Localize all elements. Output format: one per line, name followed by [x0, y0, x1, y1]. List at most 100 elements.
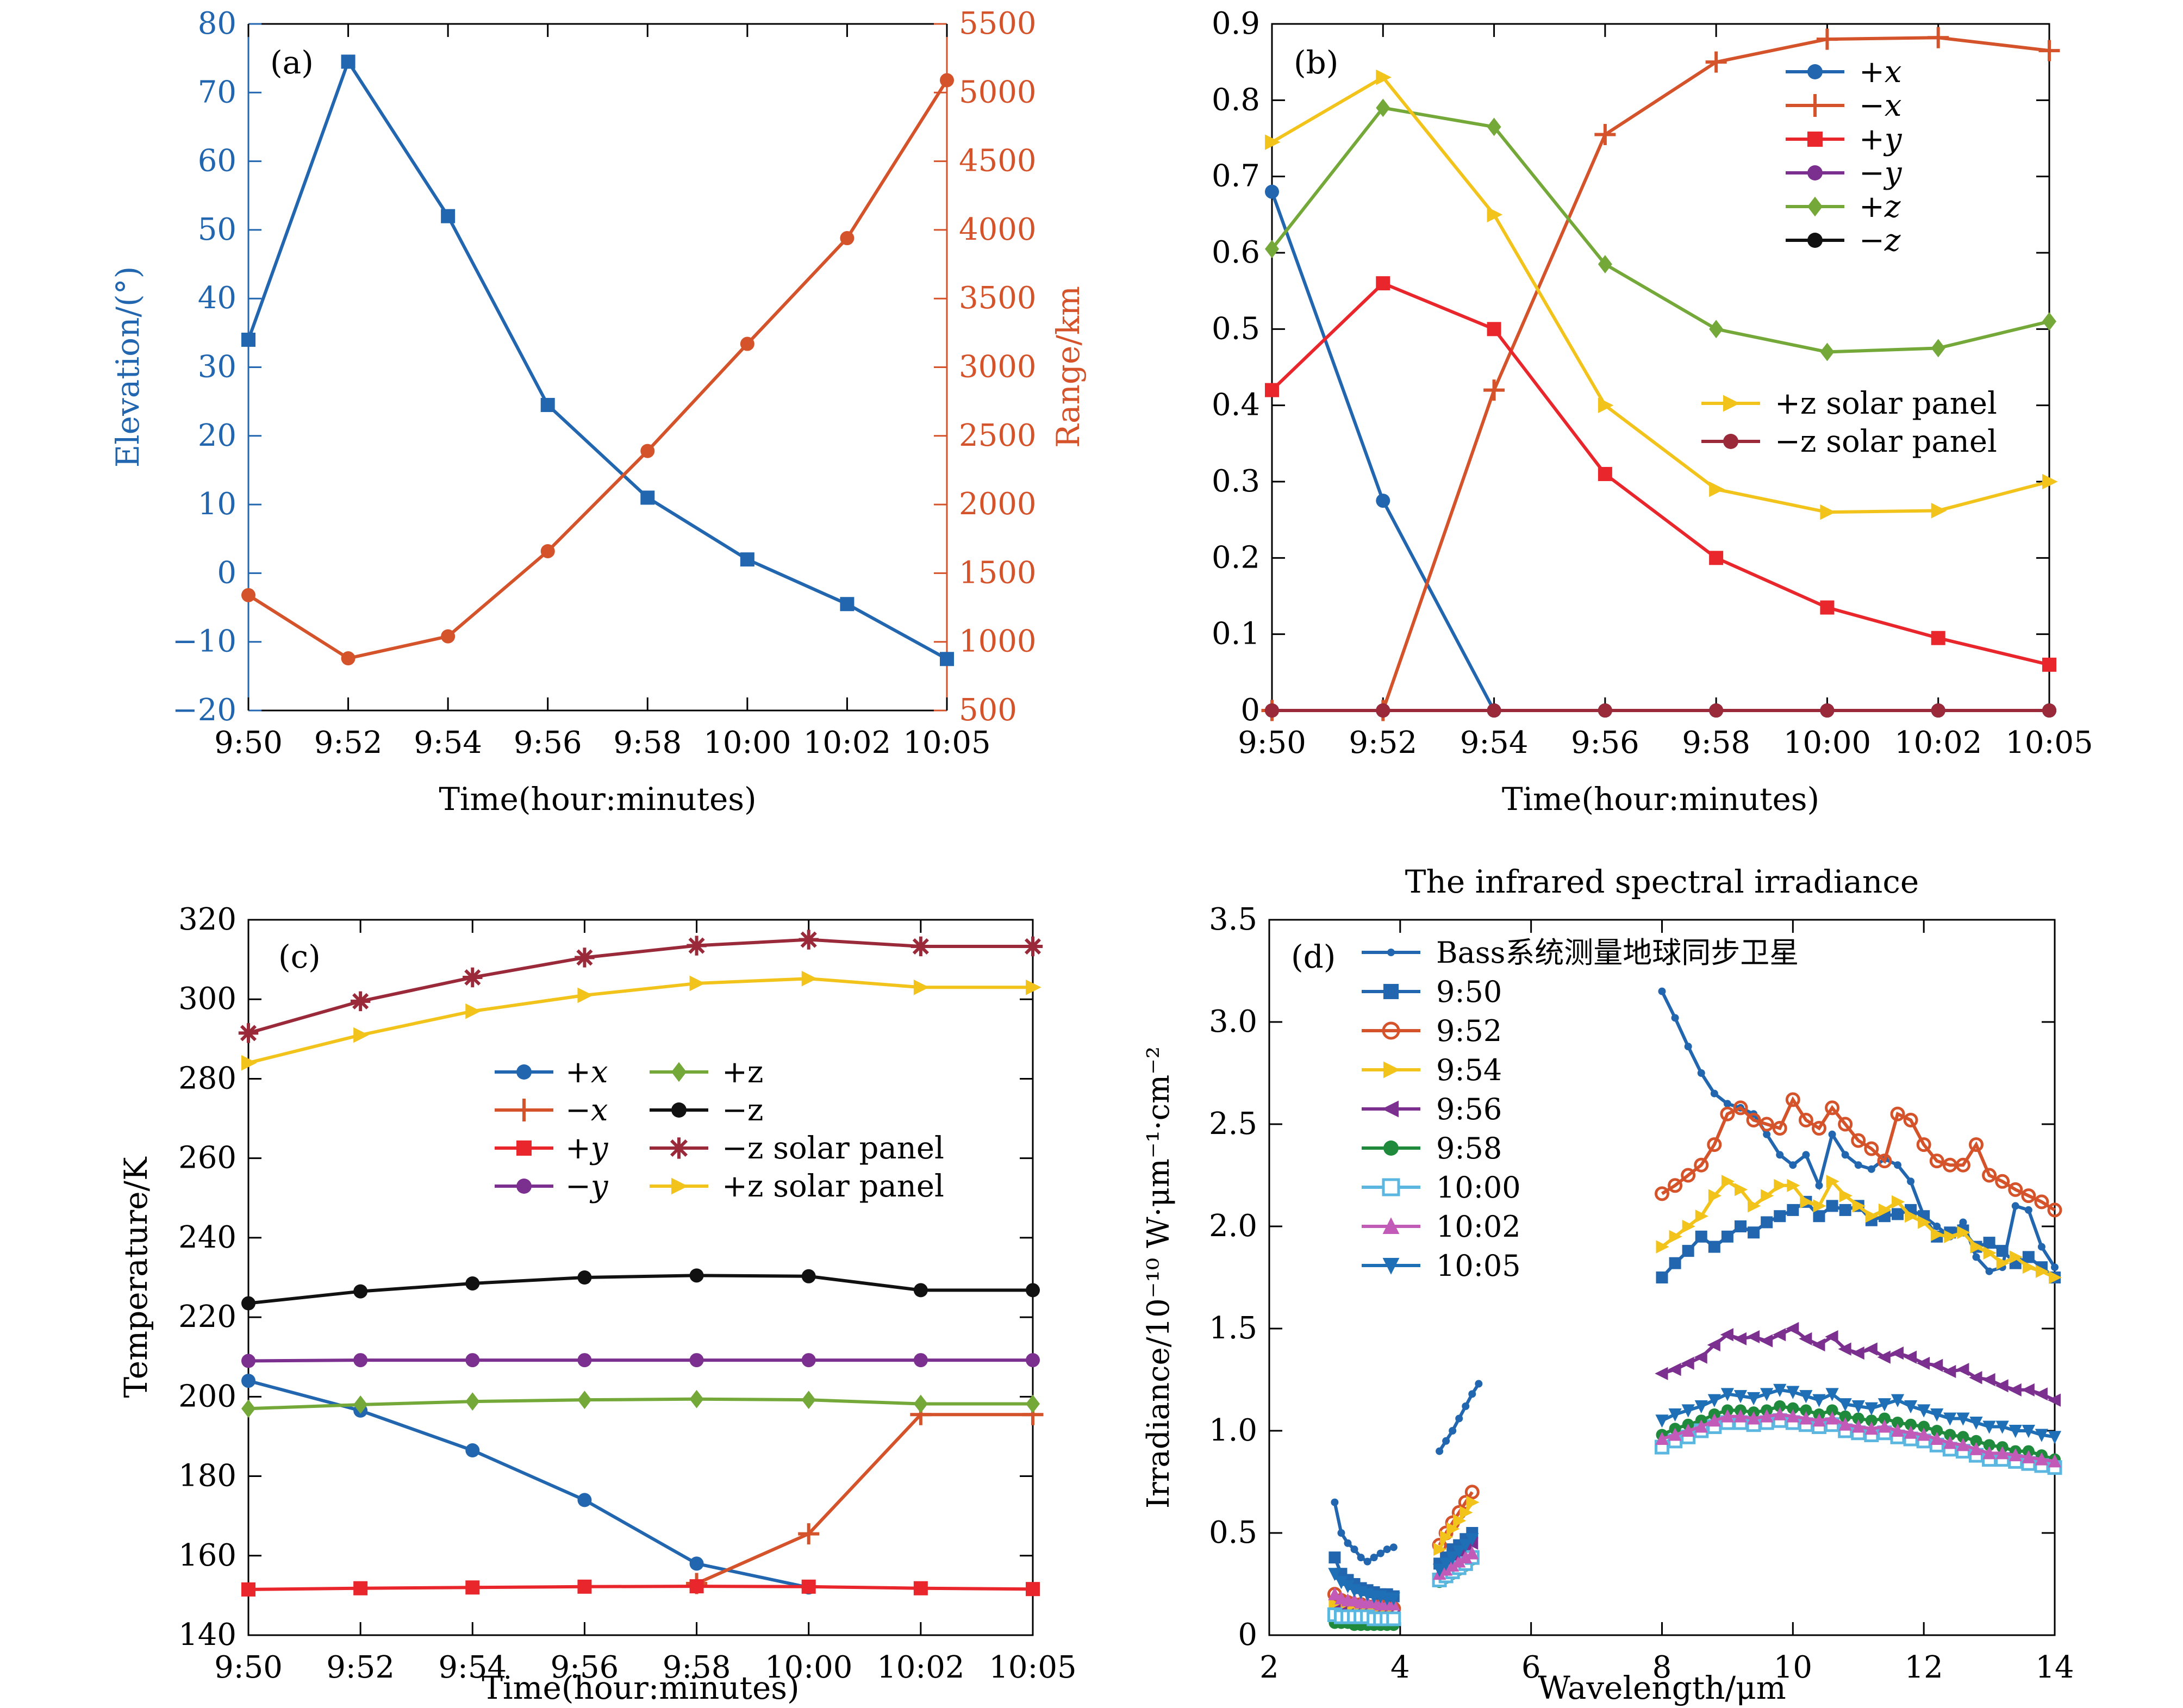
data-point	[1982, 1446, 1996, 1460]
x-tick-label: 10:02	[803, 725, 891, 761]
data-point	[1812, 1121, 1826, 1136]
data-point	[2035, 1452, 2049, 1466]
series-line	[248, 938, 1033, 1035]
data-point	[1878, 1419, 1892, 1433]
series-line	[247, 58, 948, 660]
legend-marker	[1382, 1258, 1400, 1275]
panel-c-temperature-chart: 140 160 180 200 220 240 260 280 300 320 9:50 9:52 9:…	[117, 902, 1077, 1706]
y-tick-label: 280	[178, 1061, 236, 1096]
data-point	[1440, 1530, 1454, 1544]
data-point	[1761, 1216, 1773, 1229]
data-point	[1878, 1412, 1891, 1425]
data-point	[1865, 1414, 1878, 1427]
data-point	[1812, 1338, 1825, 1352]
legend-marker	[513, 1099, 535, 1121]
y-tick-label: 1.0	[1209, 1413, 1257, 1448]
data-point	[1759, 1334, 1773, 1348]
data-point	[1982, 1373, 1995, 1387]
data-point	[2022, 1425, 2035, 1438]
data-point	[1969, 1137, 1984, 1152]
data-point	[2042, 473, 2058, 490]
data-point	[1026, 979, 1041, 995]
data-point	[1799, 1411, 1813, 1425]
legend-marker	[516, 1140, 532, 1156]
x-tick-label: 8	[1652, 1650, 1672, 1685]
data-point	[1669, 1257, 1681, 1269]
data-point	[1930, 1358, 1943, 1372]
data-point	[1681, 1168, 1696, 1183]
x-tick-label: 9:52	[314, 725, 383, 761]
y-right-tick-label: 4500	[959, 144, 1037, 179]
legend-label: 10:02	[1436, 1210, 1521, 1244]
data-point	[1773, 1383, 1787, 1397]
data-point	[1483, 379, 1505, 401]
legend: Bass系统测量地球同步卫星 9:50 9:52 9:54 9:56 9:58 10:00 1…	[1362, 936, 1799, 1283]
data-point	[2042, 312, 2056, 331]
data-point	[2049, 1270, 2062, 1285]
data-point	[1929, 1154, 1944, 1169]
x-tick-label: 9:50	[214, 725, 283, 761]
data-point	[1970, 1435, 1982, 1447]
data-point	[341, 54, 355, 69]
data-point	[1839, 1189, 1853, 1202]
data-point	[1720, 1409, 1735, 1423]
legend-label: 10:00	[1436, 1170, 1521, 1205]
y-tick-label: 3.5	[1209, 902, 1257, 937]
legend-marker	[1383, 1061, 1400, 1079]
x-axis-label: Time(hour:minutes)	[439, 781, 756, 818]
legend-label: −z	[1859, 223, 1901, 258]
data-point	[1996, 1256, 2010, 1270]
x-tick-label: 9:56	[1571, 725, 1639, 761]
x-tick-label: 9:54	[414, 725, 482, 761]
legend-marker	[516, 1064, 532, 1080]
y-tick-label: 0.4	[1212, 388, 1260, 423]
data-point	[689, 1268, 704, 1283]
data-point	[1851, 1347, 1864, 1360]
data-point	[1820, 504, 1836, 520]
data-point	[801, 970, 818, 987]
legend: +x−x+y−y +z−z−z solar panel+z solar panel	[495, 1055, 944, 1204]
x-tick-label: 12	[1905, 1650, 1943, 1685]
panel-a-elevation-range: −20 −10 0 10 20 30 40 50 60 70 80 500 1000 1500 2000 25…	[109, 6, 1087, 818]
data-point	[1969, 1416, 1983, 1430]
data-point	[2021, 1188, 2036, 1204]
legend-label: +y	[1859, 122, 1903, 157]
data-point	[1681, 1356, 1694, 1370]
y-tick-label: 0	[1240, 693, 1260, 728]
data-point	[441, 209, 456, 223]
data-point	[1720, 1388, 1735, 1401]
data-point	[1930, 1431, 1944, 1445]
series-line	[696, 1413, 1033, 1585]
data-point	[1720, 1328, 1733, 1342]
series-line	[1661, 1326, 2056, 1402]
data-point	[1820, 600, 1835, 615]
data-point	[2048, 1454, 2062, 1468]
data-point	[2009, 1250, 2023, 1264]
y-right-tick-label: 3500	[959, 280, 1037, 316]
data-point	[1838, 1417, 1852, 1431]
data-point	[1812, 1413, 1826, 1427]
data-point	[1487, 207, 1503, 223]
data-point	[1334, 1576, 1348, 1589]
data-point	[1959, 1218, 1967, 1226]
data-point	[1708, 1241, 1720, 1253]
data-point	[2008, 1182, 2023, 1197]
data-point	[1905, 1210, 1918, 1223]
data-point	[1265, 184, 1279, 199]
data-point	[1798, 1112, 1813, 1127]
data-point	[1854, 1161, 1862, 1169]
data-point	[540, 397, 555, 412]
data-point	[1681, 1404, 1695, 1418]
data-point	[465, 1353, 480, 1368]
data-point	[1904, 1400, 1918, 1414]
data-point	[1669, 1230, 1682, 1243]
series-line	[1333, 1501, 1394, 1564]
data-point	[1721, 1175, 1735, 1188]
data-point	[1828, 1130, 1836, 1138]
plot-frame	[247, 919, 1034, 1636]
data-point	[1656, 1240, 1669, 1254]
data-point	[801, 1579, 816, 1594]
y-tick-label: 2.0	[1209, 1208, 1257, 1244]
y-tick-label: 0.1	[1212, 616, 1260, 652]
data-point	[1802, 1151, 1810, 1159]
